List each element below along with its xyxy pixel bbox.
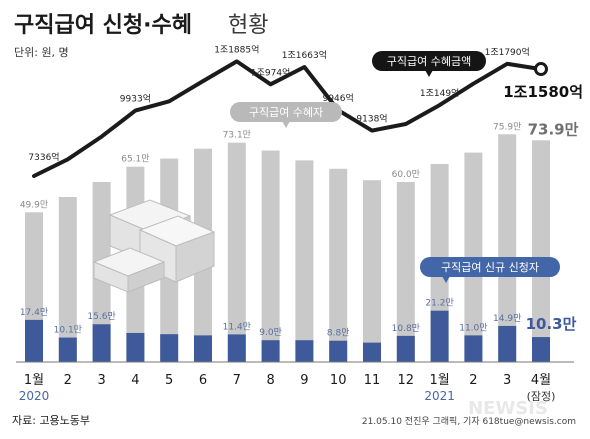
chart-title-main: 구직급여 신청·수혜 xyxy=(14,13,192,38)
x-tick-label: 9 xyxy=(300,373,308,388)
recipients-badge: 구직급여 수혜자 xyxy=(230,102,342,128)
recipients-value-label: 60.0만 xyxy=(392,169,420,180)
x-tick-label: 3 xyxy=(97,373,105,388)
x-tick-label: 7 xyxy=(233,373,241,388)
amount-end-marker xyxy=(534,62,548,77)
year-label: 2020 xyxy=(19,389,50,403)
recipients-bar xyxy=(295,160,314,362)
recipients-value-label: 73.9만 xyxy=(528,120,579,138)
applicants-value-label: 17.4만 xyxy=(20,307,48,318)
applicants-value-label: 11.0만 xyxy=(459,322,487,333)
recipients-value-label: 49.9만 xyxy=(20,199,48,210)
amount-value-label: 1조1885억 xyxy=(214,43,259,55)
amount-line xyxy=(32,59,543,178)
amount-value-label: 1조149억 xyxy=(420,87,459,99)
recipients-value-label: 75.9만 xyxy=(493,121,521,132)
applicants-value-label: 14.9만 xyxy=(493,313,521,324)
applicants-bar xyxy=(92,324,111,362)
x-tick-label: 8 xyxy=(266,373,274,388)
amount-badge-label: 구직급여 수혜금액 xyxy=(387,55,471,68)
x-tick-label: 4월 xyxy=(531,373,551,388)
applicants-bar xyxy=(430,310,449,362)
x-tick-label: 2 xyxy=(64,373,72,388)
watermark: NEWSIS xyxy=(468,398,548,419)
applicants-value-label: 8.8만 xyxy=(327,328,350,339)
recipients-value-label: 73.1만 xyxy=(223,130,251,141)
applicants-value-label: 10.8만 xyxy=(392,323,420,334)
money-stack-icon xyxy=(92,199,216,293)
recipients-bar xyxy=(396,182,415,362)
amount-value-label: 1조974억 xyxy=(251,66,290,78)
applicants-value-label: 10.3만 xyxy=(526,315,577,333)
applicants-bar xyxy=(25,319,43,362)
unit-label: 단위: 원, 명 xyxy=(14,46,69,59)
amount-value-label: 9138억 xyxy=(356,113,387,125)
x-tick-label: 12 xyxy=(398,373,415,388)
applicants-bar xyxy=(194,335,212,362)
amount-value-label: 9933억 xyxy=(120,93,151,105)
x-tick-label: 2 xyxy=(469,373,477,388)
amount-badge: 구직급여 수혜금액 xyxy=(372,51,486,77)
recipients-bar xyxy=(261,150,280,362)
recipients-bar xyxy=(363,180,381,362)
amount-value-label: 7336억 xyxy=(28,151,59,163)
applicants-bar xyxy=(464,335,483,362)
applicants-value-label: 11.4만 xyxy=(223,321,251,332)
x-tick-label: 10 xyxy=(330,373,347,388)
amount-value-label: 9946억 xyxy=(323,92,354,104)
applicants-bar xyxy=(126,332,145,362)
applicants-badge: 구직급여 신규 신청자 xyxy=(420,257,560,283)
applicants-badge-label: 구직급여 신규 신청자 xyxy=(441,261,539,274)
source-label: 자료: 고용노동부 xyxy=(12,414,90,427)
applicants-bar xyxy=(363,342,381,362)
year-labels: 2020 2021 (잠정) xyxy=(19,389,556,403)
amount-value-label: 1조1580억 xyxy=(503,83,583,101)
applicants-labels: 17.4만 10.1만 15.6만 11.4만 9.0만 8.8만 10.8만 21.2만 11… xyxy=(20,298,577,339)
applicants-value-label: 21.2만 xyxy=(425,298,453,309)
recipients-value-label: 65.1만 xyxy=(121,154,149,165)
applicants-value-label: 9.0만 xyxy=(259,327,282,338)
credit-label: 21.05.10 전진우 그래픽, 기자 618tue@newsis.com xyxy=(362,416,576,427)
x-axis-ticks: 1월 2 3 4 5 6 7 8 9 10 11 12 1월 2 3 4월 xyxy=(24,373,551,388)
amount-value-label: 1조1790억 xyxy=(485,46,530,58)
applicants-bar xyxy=(498,325,517,362)
recipients-bar xyxy=(58,197,77,362)
x-tick-label: 5 xyxy=(165,373,173,388)
recipients-bar xyxy=(532,140,550,362)
x-tick-label: 1월 xyxy=(429,373,449,388)
x-tick-label: 4 xyxy=(131,373,139,388)
applicants-bar xyxy=(295,340,314,362)
applicants-bar xyxy=(58,337,77,362)
applicants-bar xyxy=(160,334,179,362)
applicants-bar xyxy=(329,340,348,362)
recipients-bar xyxy=(329,168,348,362)
applicants-bar xyxy=(227,334,246,362)
amount-value-label: 1조1663억 xyxy=(282,49,327,61)
applicants-value-label: 15.6만 xyxy=(87,311,115,322)
x-tick-label: 6 xyxy=(199,373,207,388)
x-tick-label: 3 xyxy=(503,373,511,388)
recipients-bar xyxy=(227,142,246,362)
year-label: 2021 xyxy=(424,389,455,403)
recipients-labels: 49.9만 65.1만 73.1만 60.0만 75.9만 73.9만 xyxy=(20,120,579,210)
amount-line-group xyxy=(32,59,548,178)
amount-labels: 7336억 9933억 1조1885억 1조974억 1조1663억 9946억9138억… xyxy=(28,43,583,163)
x-tick-label: 1월 xyxy=(24,373,44,388)
applicants-bar xyxy=(532,337,550,362)
x-tick-label: 11 xyxy=(364,373,381,388)
applicants-value-label: 10.1만 xyxy=(54,325,82,336)
applicants-bars xyxy=(25,310,550,362)
provisional-label: (잠정) xyxy=(527,390,556,403)
applicants-bar xyxy=(396,335,415,362)
recipients-bar xyxy=(498,134,517,362)
recipients-badge-label: 구직급여 수혜자 xyxy=(249,106,323,119)
applicants-bar xyxy=(261,340,280,362)
chart-title-sub: 현황 xyxy=(228,13,268,38)
